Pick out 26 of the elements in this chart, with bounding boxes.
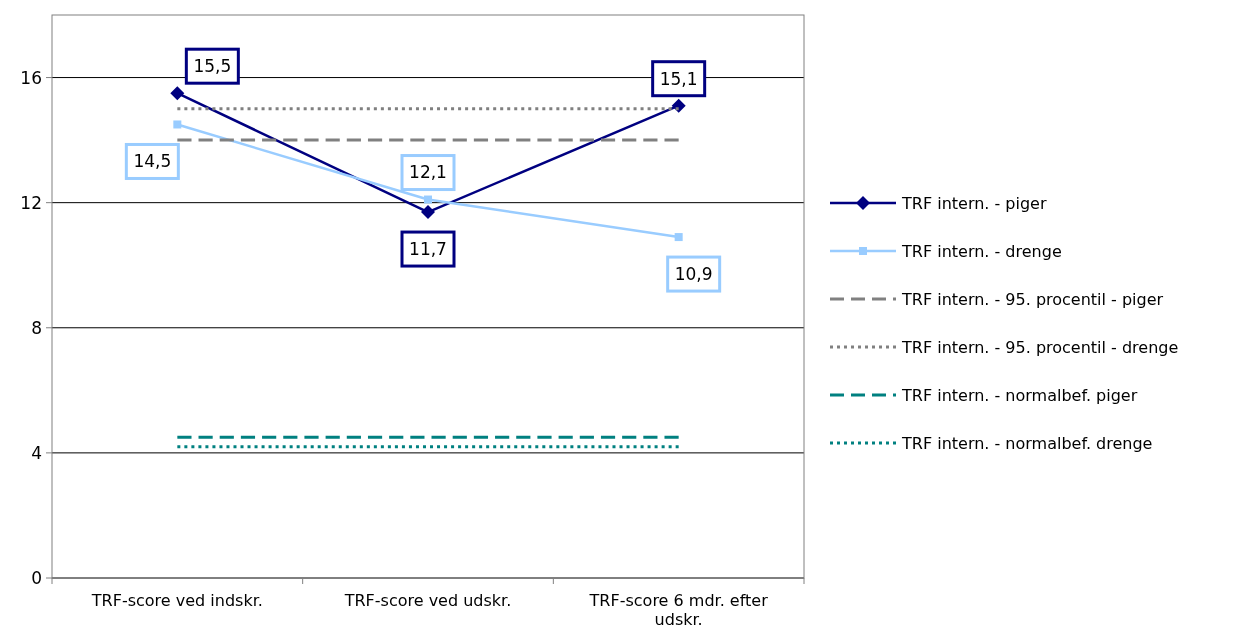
data-label: 11,7 — [409, 239, 447, 259]
data-label: 15,5 — [193, 56, 232, 77]
data-label: 14,5 — [133, 151, 172, 172]
x-tick-label: TRF-score 6 mdr. efter udskr. — [588, 591, 769, 629]
legend-label: TRF intern. - piger — [901, 193, 1047, 213]
y-tick-label: 16 — [20, 67, 42, 88]
x-tick-label: TRF-score ved udskr. — [343, 591, 512, 610]
legend-label: TRF intern. - drenge — [901, 241, 1062, 261]
y-tick-label: 8 — [31, 317, 42, 338]
legend-label: TRF intern. - normalbef. piger — [901, 385, 1138, 405]
legend-label: TRF intern. - 95. procentil - piger — [901, 289, 1164, 309]
point — [671, 98, 686, 113]
point — [173, 120, 182, 129]
point — [674, 233, 683, 242]
legend-label: TRF intern. - 95. procentil - drenge — [901, 337, 1179, 357]
point — [421, 205, 435, 220]
x-tick-label: TRF-score ved indskr. — [90, 591, 263, 610]
y-tick-label: 4 — [31, 442, 42, 463]
point — [170, 86, 185, 101]
data-label: 10,9 — [674, 264, 713, 285]
legend-label: TRF intern. - normalbef. drenge — [901, 433, 1153, 453]
data-label: 12,1 — [409, 162, 447, 183]
point — [424, 195, 432, 204]
y-tick-label: 0 — [31, 567, 42, 588]
data-label: 15,1 — [659, 68, 698, 89]
y-tick-label: 12 — [20, 192, 42, 213]
